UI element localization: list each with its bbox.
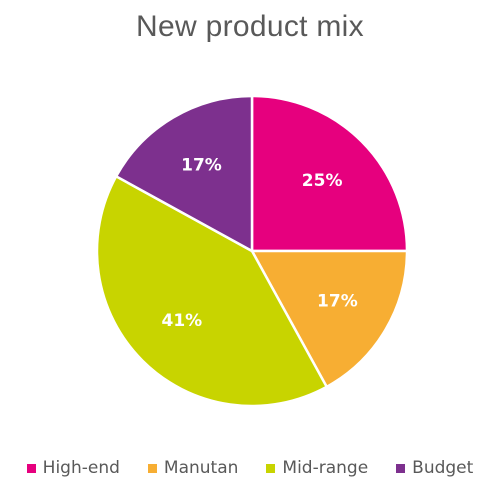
data-label-mid-range: 41% — [162, 311, 203, 331]
legend-label: High-end — [42, 458, 120, 478]
legend: High-end Manutan Mid-range Budget — [0, 458, 500, 478]
pie-slice-manutan — [250, 249, 409, 389]
chart-title: New product mix — [136, 10, 364, 43]
legend-item-mid-range: Mid-range — [266, 458, 368, 478]
data-label-high-end: 25% — [302, 171, 343, 191]
data-label-budget: 17% — [181, 156, 222, 176]
legend-swatch — [266, 463, 276, 473]
pie-slice-high-end — [250, 94, 409, 253]
pie-slice-mid-range — [95, 175, 328, 408]
data-label-manutan: 17% — [317, 291, 358, 311]
legend-swatch — [26, 463, 36, 473]
pie-labels: 25% 17% 41% 17% — [162, 156, 358, 332]
legend-item-budget: Budget — [396, 458, 473, 478]
legend-swatch — [396, 463, 406, 473]
legend-label: Manutan — [163, 458, 239, 478]
pie-slices — [95, 94, 409, 408]
legend-label: Mid-range — [282, 458, 369, 478]
legend-swatch — [147, 463, 157, 473]
legend-item-manutan: Manutan — [147, 458, 239, 478]
pie-slice-budget — [114, 94, 254, 253]
legend-label: Budget — [412, 458, 474, 478]
legend-item-high-end: High-end — [26, 458, 120, 478]
